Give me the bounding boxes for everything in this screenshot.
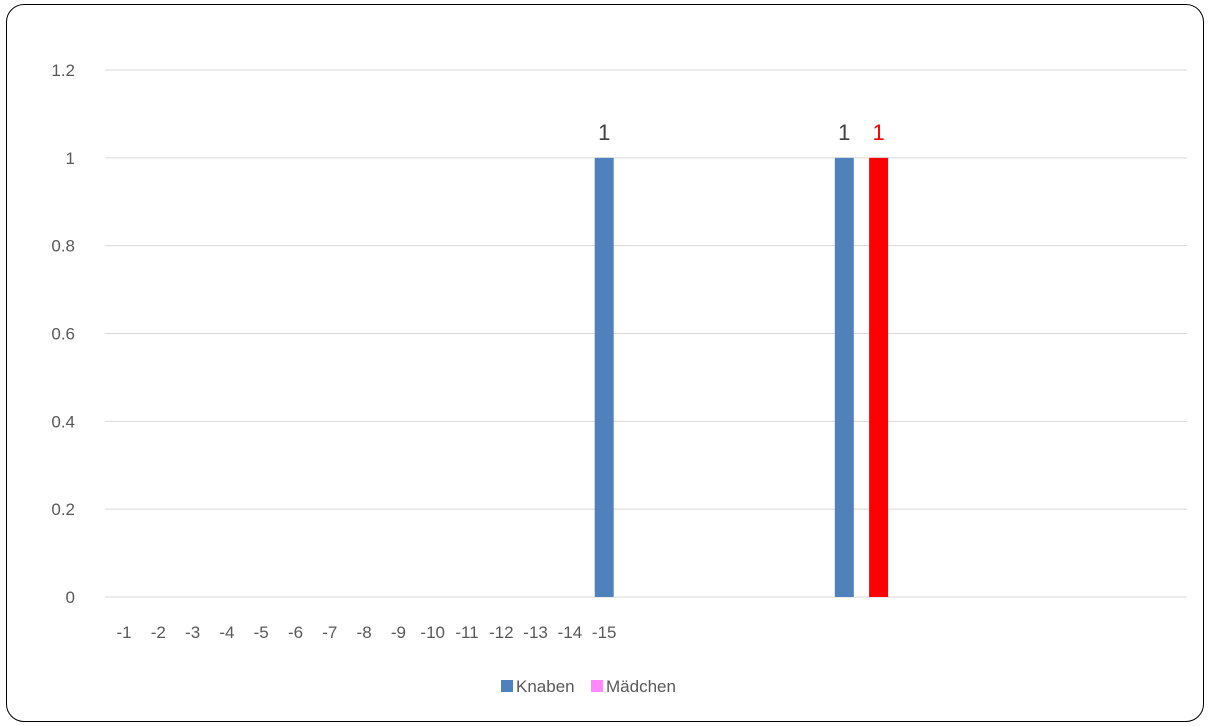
x-tick-label: -12 [489, 623, 514, 642]
x-tick-label: -1 [116, 623, 131, 642]
x-tick-label: -4 [219, 623, 234, 642]
legend-label: Mädchen [606, 677, 676, 696]
bar-mdchen-22 [869, 157, 889, 598]
y-tick-label: 0 [66, 588, 75, 607]
data-label: 1 [838, 120, 850, 145]
legend-swatch [591, 680, 603, 692]
x-tick-label: -9 [391, 623, 406, 642]
y-tick-label: 0.8 [51, 237, 75, 256]
x-tick-label: -7 [322, 623, 337, 642]
y-tick-label: 0.2 [51, 500, 75, 519]
legend-label: Knaben [516, 677, 575, 696]
bar-knaben-21 [834, 157, 854, 598]
data-label: 1 [872, 120, 884, 145]
y-tick-label: 0.4 [51, 412, 75, 431]
x-tick-label: -8 [357, 623, 372, 642]
x-axis-ticks: -1 -2 -3 -4 -5 -6 -7 -8 -9 -10 -11 -12 -13 -14 -15 [116, 623, 616, 642]
x-tick-label: -6 [288, 623, 303, 642]
x-tick-label: -10 [420, 623, 445, 642]
y-tick-label: 1.2 [51, 61, 75, 80]
x-tick-label: -5 [254, 623, 269, 642]
x-tick-label: -14 [558, 623, 583, 642]
x-tick-label: -15 [592, 623, 617, 642]
x-tick-label: -2 [151, 623, 166, 642]
y-tick-label: 0.6 [51, 325, 75, 344]
bar-knaben-14 [594, 157, 614, 598]
gridlines [105, 69, 1187, 598]
x-tick-label: -3 [185, 623, 200, 642]
data-label: 1 [598, 120, 610, 145]
x-tick-label: -11 [455, 623, 478, 642]
chart-frame: 0 0.2 0.4 0.6 0.8 1 1.2 -1 -2 -3 -4 -5 -6 -7 -8 -9 -10-… [6, 4, 1204, 722]
bar-chart: 00.20.40.60.811.2 -1 -2 -3 -4 -5 -6 -7 -8 -9 -10-… [51, 61, 1187, 696]
legend: Knaben Mädchen [501, 677, 676, 696]
bars [594, 157, 889, 598]
legend-swatch [501, 680, 513, 692]
x-tick-label: -13 [523, 623, 548, 642]
y-axis-ticks: 0 0.2 0.4 0.6 0.8 1 1.2 [51, 61, 75, 607]
y-tick-label: 1 [66, 149, 75, 168]
